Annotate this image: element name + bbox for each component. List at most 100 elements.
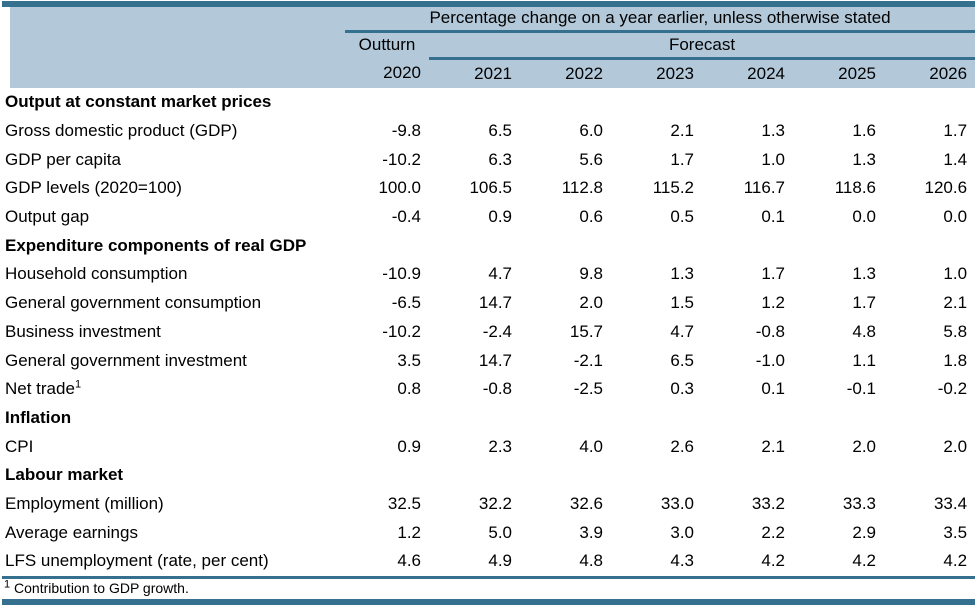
- cell-value: 1.4: [943, 149, 968, 169]
- cell-value: -2.5: [573, 379, 603, 399]
- cell-value: 3.9: [579, 522, 603, 542]
- table-row: General government consumption -6.5 14.7 2.…: [2, 289, 975, 318]
- row-label: Household consumption: [5, 264, 188, 284]
- cell-value: 1.5: [670, 293, 694, 313]
- cell-value: 1.2: [761, 293, 785, 313]
- section-row: Inflation: [2, 404, 975, 433]
- cell-value: 33.4: [933, 493, 968, 513]
- cell-value: 5.6: [579, 149, 603, 169]
- cell-value: 4.6: [397, 551, 421, 571]
- cell-value: 6.0: [579, 121, 603, 141]
- cell-value: 14.7: [478, 350, 512, 370]
- section-label: Inflation: [5, 407, 72, 427]
- cell-value: 1.7: [852, 293, 876, 313]
- table-row: Output gap -0.4 0.9 0.6 0.5 0.1 0.0 0.0: [2, 203, 975, 232]
- section-label: Output at constant market prices: [5, 92, 272, 112]
- row-label: Output gap: [5, 207, 90, 227]
- outturn-group-header: Outturn: [345, 31, 429, 58]
- table-row: General government investment 3.5 14.7 -2.1…: [2, 346, 975, 375]
- cell-value: 0.1: [761, 207, 785, 227]
- footnote-label: Contribution to GDP growth.: [14, 579, 189, 596]
- cell-value: 120.6: [924, 178, 968, 198]
- forecast-group-header: Forecast: [429, 31, 976, 60]
- cell-value: 0.5: [670, 207, 694, 227]
- cell-value: 6.3: [488, 149, 512, 169]
- header-spacer-cell: [2, 58, 345, 88]
- cell-value: 1.3: [852, 149, 876, 169]
- cell-value: 4.8: [852, 321, 876, 341]
- table-body: Output at constant market prices Gross do…: [2, 88, 975, 576]
- section-row: Labour market: [2, 461, 975, 490]
- table-row: Average earnings 1.2 5.0 3.9 3.0 2.2 2.9 3.5: [2, 518, 975, 547]
- empty-cells: [345, 231, 975, 260]
- cell-value: 0.6: [579, 207, 603, 227]
- cell-value: 2.3: [488, 436, 512, 456]
- table-top-rule: [2, 1, 975, 7]
- cell-value: 6.5: [670, 350, 694, 370]
- year-header-2022: 2022: [520, 58, 611, 88]
- empty-cells: [345, 404, 975, 433]
- header-spacer-cell: [2, 7, 345, 31]
- row-label: Employment (million): [5, 493, 164, 513]
- cell-value: 4.7: [670, 321, 694, 341]
- year-header-2021: 2021: [429, 58, 520, 88]
- section-label: Expenditure components of real GDP: [5, 235, 307, 255]
- cell-value: 3.5: [397, 350, 421, 370]
- cell-value: 4.8: [579, 551, 603, 571]
- table-row: Net trade1 0.8 -0.8 -2.5 0.3 0.1 -0.1 -0.2: [2, 375, 975, 404]
- year-header-2025: 2025: [793, 58, 884, 88]
- row-label: General government investment: [5, 350, 247, 370]
- cell-value: 15.7: [569, 321, 603, 341]
- year-header-2026: 2026: [884, 58, 976, 88]
- table-row: Employment (million) 32.5 32.2 32.6 33.0 33.2…: [2, 490, 975, 519]
- cell-value: 4.2: [852, 551, 876, 571]
- cell-value: 2.0: [943, 436, 968, 456]
- row-label: LFS unemployment (rate, per cent): [5, 551, 269, 571]
- cell-value: 4.3: [670, 551, 694, 571]
- cell-value: 1.7: [943, 121, 968, 141]
- footnote-marker: 1: [4, 578, 11, 591]
- cell-value: 112.8: [561, 178, 603, 198]
- cell-value: -10.2: [382, 321, 421, 341]
- cell-value: -0.2: [937, 379, 968, 399]
- cell-value: 0.0: [943, 207, 968, 227]
- cell-value: 2.1: [761, 436, 785, 456]
- cell-value: 3.0: [670, 522, 694, 542]
- cell-value: 1.7: [761, 264, 785, 284]
- years-row: 2020 2021 2022 2023 2024 2025 2026: [2, 58, 976, 88]
- row-label: GDP per capita: [5, 149, 121, 169]
- cell-value: 2.9: [852, 522, 876, 542]
- row-label: Business investment: [5, 321, 161, 341]
- cell-value: 1.8: [943, 350, 968, 370]
- cell-value: -0.8: [755, 321, 785, 341]
- row-label: Average earnings: [5, 522, 138, 542]
- cell-value: -2.4: [482, 321, 512, 341]
- table-row: GDP levels (2020=100) 100.0 106.5 112.8 115.…: [2, 174, 975, 203]
- table-row: GDP per capita -10.2 6.3 5.6 1.7 1.0 1.3 1.4: [2, 145, 975, 174]
- cell-value: 33.2: [751, 493, 785, 513]
- cell-value: 0.9: [397, 436, 421, 456]
- table-row: Gross domestic product (GDP) -9.8 6.5 6.0 2.…: [2, 117, 975, 146]
- cell-value: -10.2: [382, 149, 421, 169]
- empty-cells: [345, 461, 975, 490]
- cell-value: 0.9: [488, 207, 512, 227]
- table-row: CPI 0.9 2.3 4.0 2.6 2.1 2.0 2.0: [2, 432, 975, 461]
- cell-value: 115.2: [652, 178, 694, 198]
- row-label: GDP levels (2020=100): [5, 178, 182, 198]
- cell-value: 4.7: [488, 264, 512, 284]
- cell-value: -0.4: [391, 207, 421, 227]
- cell-value: 14.7: [478, 293, 512, 313]
- cell-value: -2.1: [573, 350, 603, 370]
- header-spacer-cell: [2, 31, 345, 58]
- column-group-row: Outturn Forecast: [2, 31, 976, 60]
- cell-value: 32.2: [478, 493, 512, 513]
- cell-value: 4.0: [579, 436, 603, 456]
- cell-value: 4.2: [943, 551, 968, 571]
- cell-value: 2.0: [852, 436, 876, 456]
- cell-value: 2.1: [943, 293, 968, 313]
- section-label: Labour market: [5, 465, 124, 485]
- cell-value: 1.3: [761, 121, 785, 141]
- cell-value: 118.6: [834, 178, 876, 198]
- cell-value: 32.5: [387, 493, 421, 513]
- cell-value: 116.7: [743, 178, 785, 198]
